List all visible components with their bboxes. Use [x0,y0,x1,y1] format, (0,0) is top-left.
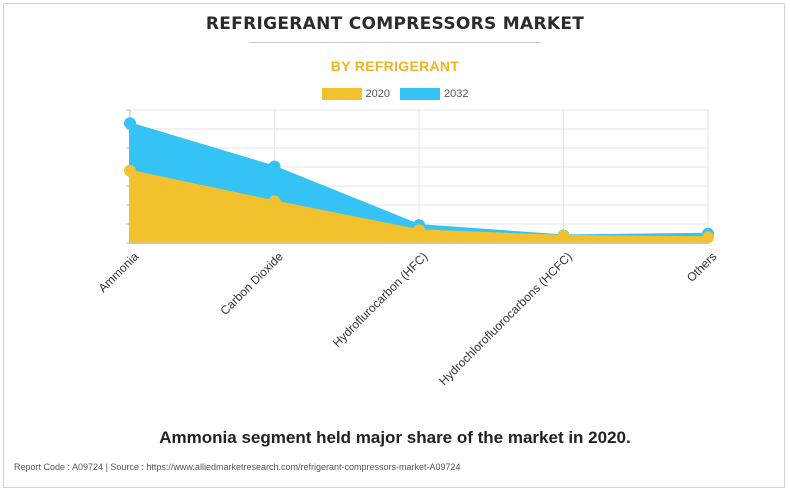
chart-subtitle: BY REFRIGERANT [330,58,460,74]
legend-label-2020: 2020 [365,88,390,100]
data-point-2020 [268,195,281,208]
x-tick-label: Hydrochlorofluorocarbons (HCFC) [436,249,575,388]
data-point-2032 [124,117,136,130]
data-point-2020 [557,230,570,243]
x-tick-label: Ammonia [96,249,142,295]
chart-title: REFRIGERANT COMPRESSORS MARKET [205,14,585,34]
data-point-2020 [702,231,714,244]
legend-label-2032: 2032 [444,88,469,100]
legend-item-2032: 2032 [400,88,468,100]
title-divider [249,42,541,43]
x-tick-label: Others [684,249,719,284]
chart-legend: 2020 2032 [0,88,790,100]
data-point-2020 [413,224,425,237]
source-footer: Report Code : A09724 | Source : https://… [14,462,461,472]
legend-item-2020: 2020 [321,88,390,100]
data-point-2020 [124,164,136,177]
x-tick-label: Carbon Dioxide [217,249,286,318]
legend-swatch-2032 [400,88,440,100]
legend-swatch-2020 [321,88,362,100]
x-tick-label: Hydroflurocarbon (HFC) [330,249,430,349]
chart-caption: Ammonia segment held major share of the … [159,428,631,447]
data-point-2032 [268,160,281,173]
chart-frame [3,3,785,488]
